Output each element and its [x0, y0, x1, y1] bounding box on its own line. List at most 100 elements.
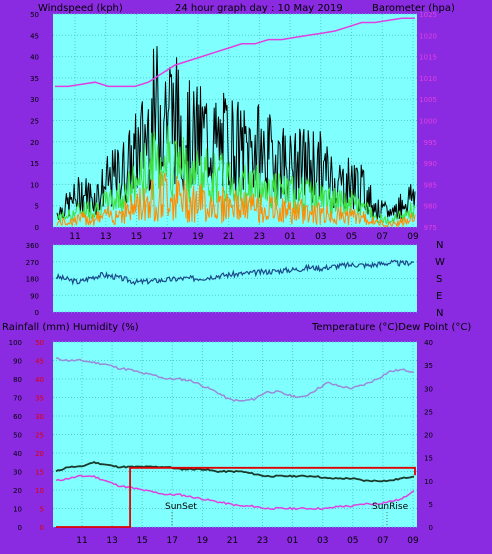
wind-x-tick: 15: [131, 232, 142, 242]
compass-s: S: [436, 274, 442, 285]
baro-y-tick: 1005: [419, 96, 437, 104]
wind-y-tick: 20: [30, 139, 39, 147]
temp-x-tick: 01: [287, 536, 298, 546]
rain-y-tick: 20: [35, 450, 44, 458]
wind-y-tick: 5: [35, 203, 39, 211]
temp-dew-label: Temperature (°C)Dew Point (°C): [311, 322, 471, 333]
temp-y-tick: 15: [424, 455, 433, 463]
rain-y-tick: 50: [35, 339, 44, 347]
temperature-line: [55, 460, 415, 483]
temp-y-tick: 5: [429, 501, 433, 509]
temp-x-tick: 21: [227, 536, 238, 546]
graph-title: 24 hour graph day : 10 May 2019: [175, 3, 343, 14]
compass-w: W: [435, 257, 445, 268]
direction-y-tick: 270: [26, 259, 39, 267]
compass-n-top: N: [436, 240, 443, 251]
humidity-y-tick: 70: [13, 395, 22, 403]
temp-x-tick: 13: [106, 536, 117, 546]
baro-y-tick: 985: [424, 181, 437, 189]
wind-axis-ticks: 11 13 15 17 19 21 23 01 03 05 07 090510152025303540…: [30, 11, 437, 242]
baro-y-tick: 975: [424, 224, 437, 232]
rain-y-tick: 0: [40, 524, 44, 532]
wind-y-tick: 15: [30, 160, 39, 168]
humidity-line: [55, 357, 415, 402]
wind-x-tick: 11: [69, 232, 80, 242]
wind-x-tick: 13: [100, 232, 111, 242]
rain-y-tick: 35: [35, 395, 44, 403]
humidity-y-tick: 60: [13, 413, 22, 421]
rain-y-tick: 25: [35, 432, 44, 440]
rain-y-tick: 10: [35, 487, 44, 495]
temp-x-tick: 19: [197, 536, 209, 546]
humidity-y-tick: 20: [13, 487, 22, 495]
wind-x-tick: 09: [407, 232, 419, 242]
temp-y-tick: 25: [424, 408, 433, 416]
windspeed-label: Windspeed (kph): [38, 3, 123, 14]
temp-y-tick: 30: [424, 385, 433, 393]
temp-x-tick: 09: [407, 536, 419, 546]
wind-x-tick: 03: [315, 232, 326, 242]
direction-y-tick: 180: [26, 276, 39, 284]
wind-x-tick: 17: [161, 232, 172, 242]
wind-x-tick: 23: [254, 232, 265, 242]
humidity-y-tick: 30: [13, 469, 22, 477]
direction-y-tick: 360: [26, 242, 39, 250]
wind-y-tick: 50: [30, 11, 39, 19]
wind-y-tick: 30: [30, 96, 39, 104]
baro-y-tick: 980: [424, 203, 437, 211]
temp-y-tick: 10: [424, 478, 433, 486]
temp-x-tick: 23: [257, 536, 268, 546]
direction-grid: [53, 244, 417, 313]
direction-axis-ticks: 360 270 180 90 0: [26, 242, 39, 317]
wind-direction-line: [55, 259, 415, 286]
wind-x-tick: 01: [284, 232, 295, 242]
rain-y-tick: 5: [40, 506, 44, 514]
baro-y-tick: 990: [424, 160, 437, 168]
wind-x-tick: 19: [192, 232, 204, 242]
direction-y-tick: 90: [30, 292, 39, 300]
direction-y-tick: 0: [35, 309, 39, 317]
humidity-y-tick: 80: [13, 376, 22, 384]
wind-series: [55, 17, 416, 229]
humidity-y-tick: 10: [13, 506, 22, 514]
wind-y-tick: 10: [30, 181, 39, 189]
wind-x-tick: 21: [223, 232, 234, 242]
rainfall-line: [56, 466, 416, 528]
baro-y-tick: 1025: [419, 11, 437, 19]
baro-y-tick: 1015: [419, 54, 437, 62]
sunset-label: SunSet: [165, 502, 197, 512]
wind-y-tick: 45: [30, 32, 39, 40]
baro-y-tick: 1000: [419, 118, 437, 126]
baro-y-tick: 1020: [419, 32, 437, 40]
temp-x-tick: 15: [136, 536, 147, 546]
temp-y-tick: 20: [424, 432, 433, 440]
humidity-y-tick: 100: [9, 339, 22, 347]
humidity-y-tick: 40: [13, 450, 22, 458]
baro-y-tick: 1010: [419, 75, 437, 83]
temp-series: [55, 357, 416, 528]
temp-y-tick: 35: [424, 362, 433, 370]
compass-e: E: [436, 291, 442, 302]
baro-y-tick: 995: [424, 139, 437, 147]
wind-y-tick: 0: [35, 224, 39, 232]
temp-y-tick: 40: [424, 339, 433, 347]
rain-y-tick: 40: [35, 376, 44, 384]
humidity-y-tick: 50: [13, 432, 22, 440]
dewpoint-line: [55, 474, 415, 511]
wind-y-tick: 35: [30, 75, 39, 83]
wind-x-tick: 05: [346, 232, 357, 242]
temp-x-tick: 05: [347, 536, 358, 546]
wind-x-tick: 07: [377, 232, 388, 242]
barometer-label: Barometer (hpa): [372, 3, 455, 14]
rain-y-tick: 15: [35, 469, 44, 477]
temp-y-tick: 0: [429, 524, 433, 532]
temp-x-tick: 17: [167, 536, 178, 546]
barometer-line: [55, 17, 415, 88]
direction-series: [55, 259, 415, 286]
wind-y-tick: 40: [30, 54, 39, 62]
rain-humidity-label: Rainfall (mm) Humidity (%): [2, 322, 139, 333]
wind-low-line: [56, 171, 416, 229]
temp-x-tick: 07: [377, 536, 388, 546]
